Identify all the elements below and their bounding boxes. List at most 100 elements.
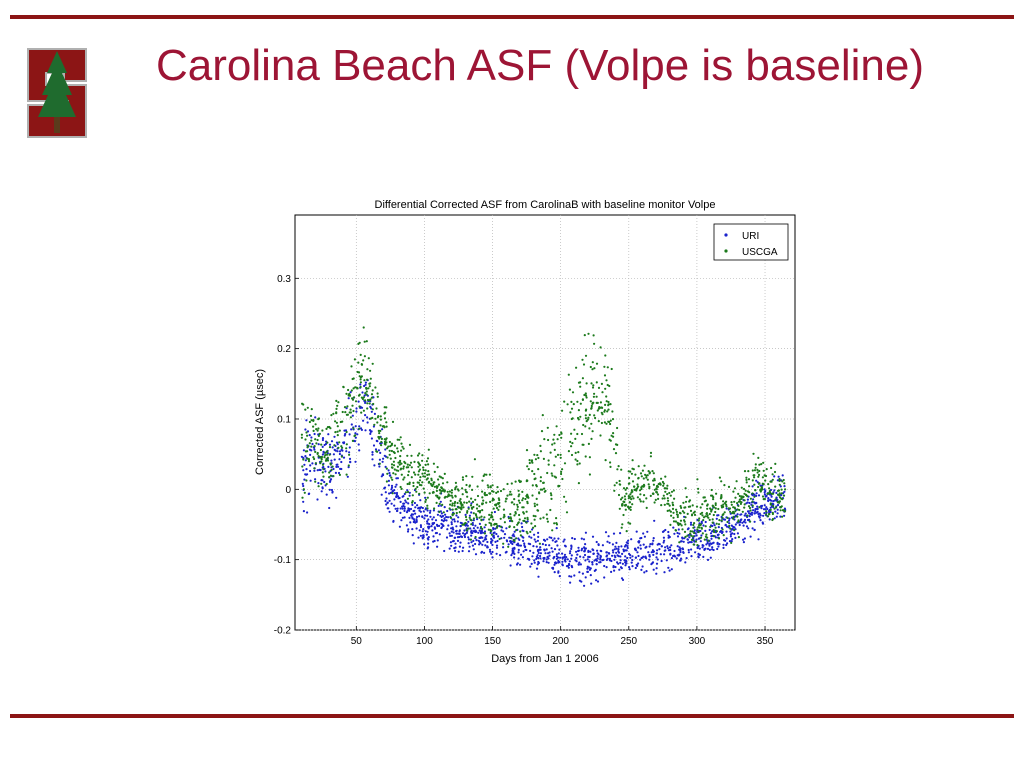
data-point-uri	[464, 532, 467, 536]
data-point-uscga	[655, 490, 658, 494]
data-point-uri	[455, 525, 458, 528]
data-point-uscga	[729, 527, 732, 530]
data-point-uscga	[474, 513, 477, 516]
data-point-uri	[408, 516, 411, 519]
data-point-uri	[662, 536, 665, 539]
data-point-uri	[551, 539, 554, 542]
data-point-uscga	[417, 470, 420, 473]
data-point-uri	[360, 406, 364, 409]
data-point-uscga	[417, 465, 420, 468]
data-point-uri	[493, 510, 496, 514]
data-point-uri	[573, 574, 576, 577]
data-point-uscga	[307, 458, 310, 461]
data-point-uri	[507, 543, 510, 546]
data-point-uri	[485, 534, 488, 537]
data-point-uri	[426, 509, 429, 512]
data-point-uri	[338, 452, 341, 456]
data-point-uri	[388, 492, 391, 495]
data-point-uscga	[558, 433, 561, 437]
data-point-uri	[362, 419, 365, 422]
data-point-uscga	[539, 517, 542, 520]
data-point-uri	[660, 545, 663, 548]
data-point-uri	[610, 559, 613, 563]
data-point-uri	[763, 491, 766, 494]
data-point-uri	[338, 450, 342, 453]
data-point-uscga	[585, 382, 588, 385]
data-point-uscga	[345, 447, 348, 450]
data-point-uscga	[714, 503, 717, 507]
data-point-uscga	[358, 393, 361, 396]
data-point-uscga	[300, 433, 303, 436]
data-point-uscga	[306, 406, 309, 409]
data-point-uscga	[502, 542, 505, 545]
data-point-uscga	[488, 473, 491, 476]
data-point-uri	[748, 501, 751, 505]
data-point-uscga	[556, 453, 560, 456]
data-point-uscga	[774, 462, 777, 465]
x-tick-label: 250	[620, 636, 637, 647]
data-point-uri	[419, 524, 422, 527]
data-point-uscga	[539, 480, 542, 483]
data-point-uscga	[518, 479, 521, 482]
data-point-uscga	[451, 508, 454, 511]
data-point-uri	[370, 410, 373, 413]
data-point-uscga	[444, 495, 447, 498]
data-point-uri	[595, 563, 598, 566]
data-point-uri	[628, 552, 631, 555]
data-point-uscga	[569, 440, 572, 443]
data-point-uscga	[522, 519, 525, 522]
data-point-uri	[481, 543, 484, 546]
data-point-uri	[648, 558, 651, 561]
data-point-uscga	[692, 543, 695, 546]
data-point-uscga	[662, 484, 665, 487]
data-point-uri	[751, 485, 754, 488]
data-point-uri	[617, 562, 620, 565]
data-point-uscga	[476, 503, 479, 506]
data-point-uri	[517, 557, 520, 560]
data-point-uscga	[492, 490, 495, 493]
data-point-uri	[619, 532, 622, 535]
data-point-uri	[637, 554, 640, 558]
data-point-uri	[363, 394, 366, 397]
data-point-uscga	[721, 516, 724, 519]
data-point-uscga	[680, 506, 683, 509]
data-point-uscga	[576, 459, 579, 463]
data-point-uri	[652, 539, 655, 542]
data-point-uscga	[314, 438, 317, 441]
data-point-uscga	[525, 521, 528, 524]
data-point-uscga	[423, 491, 426, 494]
data-point-uscga	[491, 484, 494, 487]
data-point-uscga	[692, 523, 695, 527]
data-point-uscga	[743, 503, 746, 506]
data-point-uscga	[706, 507, 709, 510]
data-point-uscga	[329, 427, 332, 430]
data-point-uscga	[371, 408, 374, 411]
data-point-uscga	[461, 478, 465, 481]
data-point-uscga	[304, 408, 307, 411]
data-point-uri	[570, 557, 573, 560]
data-point-uri	[568, 575, 571, 578]
data-point-uscga	[743, 506, 746, 509]
data-point-uri	[755, 479, 758, 482]
data-point-uscga	[649, 451, 653, 454]
data-point-uscga	[481, 509, 484, 512]
data-point-uscga	[710, 494, 713, 497]
data-point-uri	[626, 546, 629, 549]
data-point-uscga	[309, 414, 313, 417]
data-point-uri	[773, 489, 776, 492]
data-point-uri	[509, 564, 512, 567]
data-point-uscga	[704, 499, 707, 502]
data-point-uri	[446, 509, 449, 513]
data-point-uri	[659, 553, 662, 556]
data-point-uscga	[348, 453, 351, 456]
data-point-uscga	[643, 464, 646, 467]
slide-title: Carolina Beach ASF (Volpe is baseline)	[156, 41, 924, 90]
data-point-uscga	[634, 473, 637, 476]
data-point-uri	[421, 536, 424, 539]
data-point-uri	[418, 515, 421, 518]
data-point-uscga	[492, 498, 495, 501]
data-point-uri	[440, 519, 443, 522]
data-point-uscga	[762, 469, 765, 472]
data-point-uri	[603, 564, 606, 568]
data-point-uscga	[689, 530, 692, 533]
